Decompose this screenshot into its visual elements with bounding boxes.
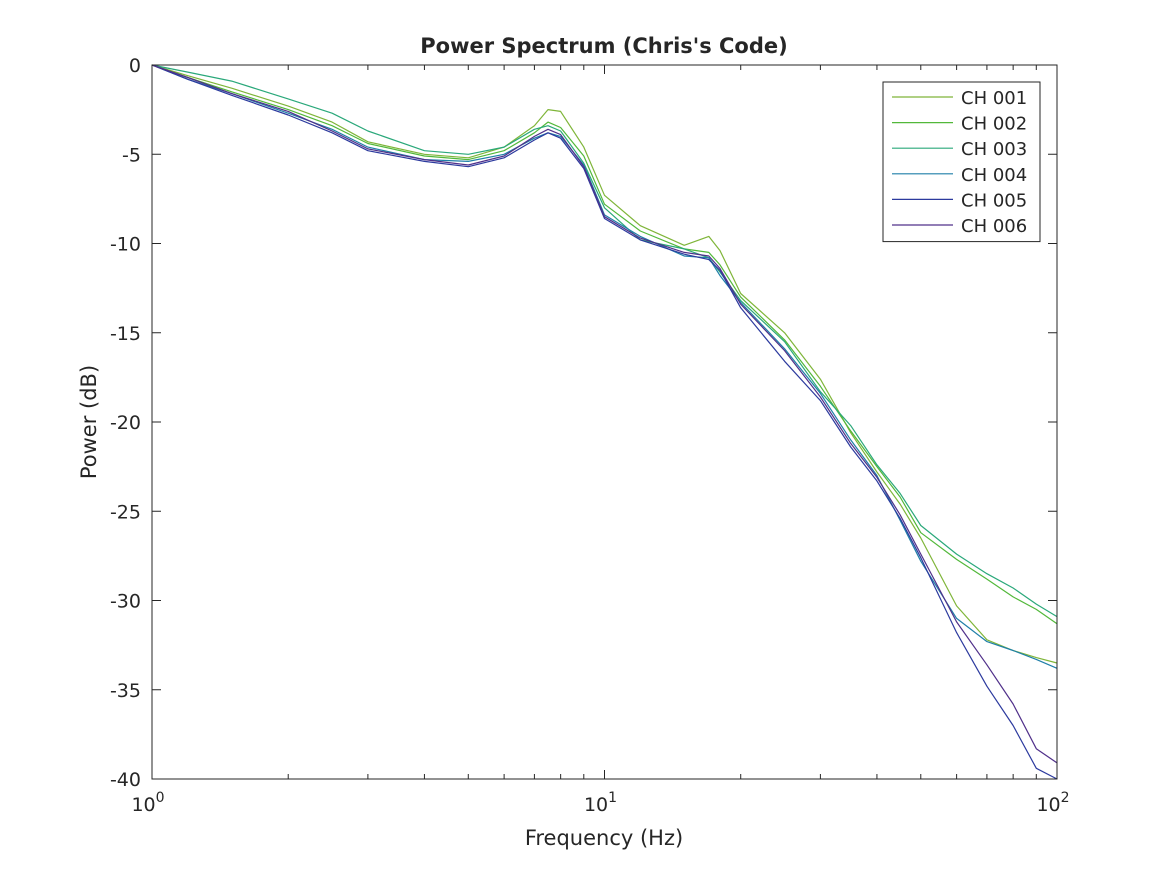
series-line-1 [151,64,1058,664]
axes-frame [151,64,1058,780]
chart-title: Power Spectrum (Chris's Code) [420,34,787,58]
legend-label: CH 006 [961,216,1027,237]
legend-label: CH 005 [961,190,1027,211]
x-tick-label: 102 [1036,790,1069,816]
y-tick-label: -35 [110,680,141,702]
y-tick-label: -10 [110,234,141,256]
series-line-5 [151,64,1058,780]
y-tick-label: -40 [110,769,141,791]
legend-label: CH 002 [961,114,1027,135]
series-line-3 [151,64,1058,618]
x-axis-label: Frequency (Hz) [525,826,683,850]
y-tick-label: -30 [110,591,141,613]
x-tick-label: 101 [584,790,617,816]
y-tick-label: -20 [110,412,141,434]
y-tick-label: 0 [129,55,141,77]
y-tick-label: -25 [110,501,141,523]
legend-label: CH 001 [961,88,1027,109]
x-tick-label: 100 [131,790,164,816]
legend-label: CH 004 [961,165,1027,186]
series-line-2 [151,64,1058,625]
y-tick-label: -5 [122,144,141,166]
legend-box [882,81,1041,243]
y-axis-label: Power (dB) [77,365,101,479]
series-line-6 [151,64,1058,764]
series-group [151,64,1058,780]
legend-label: CH 003 [961,139,1027,160]
y-tick-label: -15 [110,323,141,345]
legend: CH 001 CH 002 CH 003 CH 004 CH 005 CH 006 [882,81,1041,243]
